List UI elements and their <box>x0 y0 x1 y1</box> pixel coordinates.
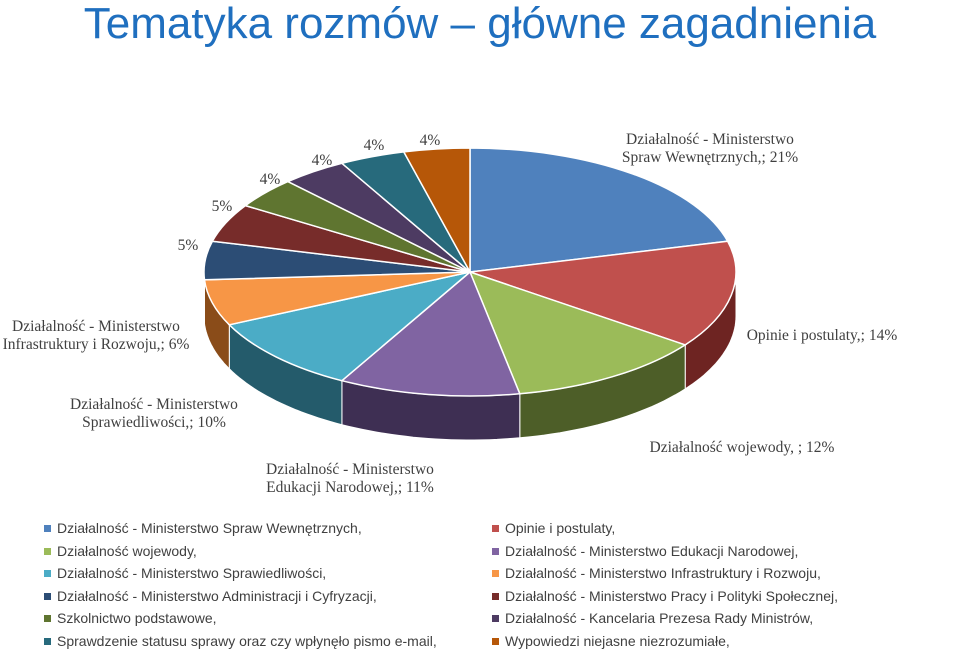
legend-swatch <box>44 547 51 555</box>
data-label: Działalność - Ministerstwo Edukacji Narod… <box>266 461 434 496</box>
legend-item: Działalność - Ministerstwo Infrastruktur… <box>492 565 821 581</box>
legend-label: Działalność - Ministerstwo Administracji… <box>57 587 377 604</box>
legend-label: Działalność - Ministerstwo Sprawiedliwoś… <box>57 565 327 582</box>
legend-label: Sprawdzenie statusu sprawy oraz czy wpły… <box>57 633 437 649</box>
legend-label: Działalność - Ministerstwo Spraw Wewnętr… <box>57 520 362 536</box>
data-label: 4% <box>260 171 281 188</box>
legend-item: Szkolnictwo podstawowe, <box>44 610 217 626</box>
legend-item: Opinie i postulaty, <box>492 520 615 536</box>
data-label: 5% <box>178 237 199 254</box>
chart-title: Tematyka rozmów – główne zagadnienia <box>83 0 877 48</box>
data-label: Działalność - Ministerstwo Sprawiedliwośc… <box>70 396 238 431</box>
legend-label: Opinie i postulaty, <box>505 520 616 536</box>
legend-swatch <box>44 592 51 600</box>
pie-slice <box>402 147 471 273</box>
pie-slice <box>469 240 737 346</box>
legend-item: Działalność - Kancelaria Prezesa Rady Mi… <box>492 610 813 626</box>
data-label: 4% <box>420 132 441 149</box>
legend-label: Wypowiedzi niejasne niezrozumiałe, <box>505 633 730 649</box>
legend-swatch <box>492 615 499 623</box>
legend: Działalność - Ministerstwo Spraw Wewnętr… <box>0 516 960 653</box>
data-label: Opinie i postulaty,; 14% <box>747 327 898 344</box>
data-label: 4% <box>364 137 385 154</box>
legend-label: Działalność wojewody, <box>57 542 197 559</box>
legend-item: Działalność - Ministerstwo Administracji… <box>44 588 377 604</box>
pie-chart: Działalność - Ministerstwo Spraw Wewnętrz… <box>3 131 898 496</box>
legend-item: Działalność - Ministerstwo Spraw Wewnętr… <box>44 520 362 536</box>
legend-swatch <box>492 592 499 600</box>
data-label: Działalność wojewody, ; 12% <box>650 439 835 456</box>
legend-item: Działalność wojewody, <box>44 543 197 559</box>
legend-item: Działalność - Ministerstwo Sprawiedliwoś… <box>44 565 326 581</box>
legend-item: Sprawdzenie statusu sprawy oraz czy wpły… <box>44 633 437 649</box>
data-label: 4% <box>312 152 333 169</box>
legend-swatch <box>492 525 499 532</box>
legend-item: Działalność - Ministerstwo Pracy i Polit… <box>492 588 838 604</box>
data-label: Działalność - Ministerstwo Infrastruktury… <box>3 318 190 353</box>
data-label: Działalność - Ministerstwo Spraw Wewnętrz… <box>622 131 798 166</box>
pie-slice <box>340 270 521 397</box>
legend-swatch <box>492 570 499 578</box>
legend-swatch <box>44 570 51 578</box>
legend-label: Działalność - Ministerstwo Pracy i Polit… <box>505 587 838 604</box>
pie-slice <box>469 147 729 273</box>
legend-swatch <box>44 615 51 623</box>
legend-swatch <box>44 525 51 532</box>
pie-slice <box>468 270 687 395</box>
legend-label: Działalność - Ministerstwo Edukacji Naro… <box>505 542 799 559</box>
legend-label: Szkolnictwo podstawowe, <box>57 610 217 627</box>
data-label: 5% <box>212 198 233 215</box>
legend-item: Wypowiedzi niejasne niezrozumiałe, <box>492 633 730 649</box>
legend-swatch <box>492 547 499 555</box>
legend-swatch <box>44 638 51 645</box>
legend-label: Działalność - Kancelaria Prezesa Rady Mi… <box>505 610 814 627</box>
legend-label: Działalność - Ministerstwo Infrastruktur… <box>505 565 821 582</box>
legend-swatch <box>492 638 499 645</box>
pie-slice <box>227 271 471 382</box>
legend-item: Działalność - Ministerstwo Edukacji Naro… <box>492 543 798 559</box>
